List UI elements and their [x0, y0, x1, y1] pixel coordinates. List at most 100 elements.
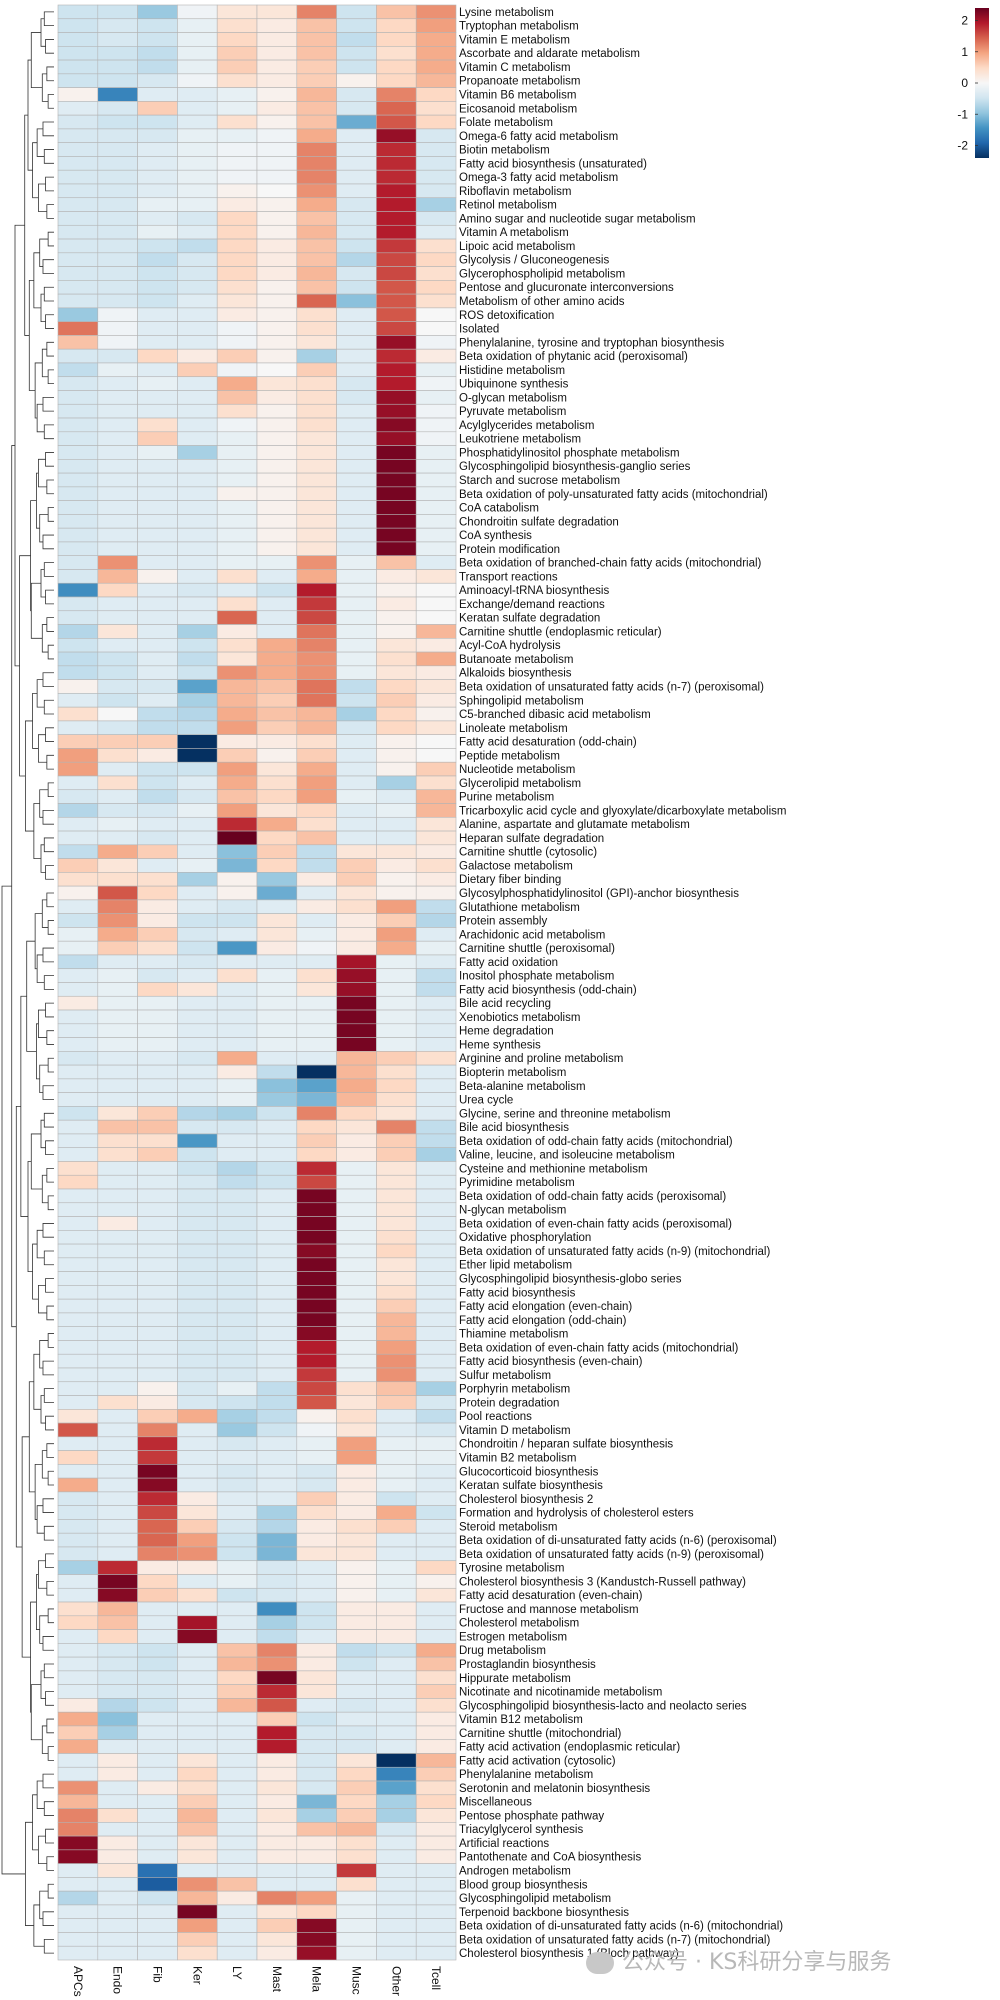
row-label: Blood group biosynthesis	[459, 1879, 588, 1891]
heatmap-cell	[256, 307, 298, 322]
heatmap-cell	[137, 1202, 178, 1217]
row-label: Beta oxidation of odd-chain fatty acids …	[459, 1191, 726, 1203]
heatmap-cell	[296, 4, 337, 20]
heatmap-cell	[97, 1464, 138, 1479]
heatmap-cell	[415, 459, 457, 474]
heatmap-cell	[137, 1877, 178, 1892]
column-label: Fib	[151, 1966, 165, 1983]
heatmap-cell	[296, 610, 337, 625]
heatmap-cell	[216, 1092, 258, 1107]
heatmap-cell	[336, 1918, 377, 1933]
heatmap-cell	[97, 610, 138, 625]
heatmap-cell	[376, 1491, 417, 1506]
heatmap-cell	[137, 417, 178, 433]
heatmap-cell	[137, 1230, 178, 1245]
dendrogram-branch	[39, 1340, 49, 1369]
heatmap-cell	[216, 527, 258, 543]
heatmap-cell	[256, 417, 298, 433]
heatmap-cell	[177, 18, 218, 33]
heatmap-cell	[216, 720, 258, 735]
heatmap-cell	[336, 748, 377, 763]
heatmap-cell	[376, 954, 417, 970]
row-label: Protein degradation	[459, 1397, 559, 1409]
heatmap-cell	[336, 1009, 377, 1025]
heatmap-cell	[177, 1436, 218, 1451]
heatmap-cell	[137, 527, 178, 543]
heatmap-cell	[57, 101, 99, 116]
heatmap-cell	[57, 569, 99, 584]
heatmap-cell	[415, 1711, 457, 1727]
heatmap-cell	[415, 431, 457, 446]
heatmap-cell	[415, 693, 457, 708]
heatmap-cell	[137, 1243, 178, 1259]
heatmap-cell	[216, 1353, 258, 1369]
heatmap-cell	[216, 1243, 258, 1259]
heatmap-cell	[336, 1367, 377, 1383]
heatmap-cell	[97, 128, 138, 143]
heatmap-cell	[177, 1863, 218, 1878]
heatmap-cell	[177, 1698, 218, 1713]
heatmap-cell	[97, 734, 138, 749]
row-label: Glycosphingolipid metabolism	[459, 1893, 611, 1905]
heatmap-cell	[376, 1780, 417, 1796]
heatmap-cell	[296, 18, 337, 33]
heatmap-cell	[376, 1202, 417, 1217]
heatmap-cell	[216, 693, 258, 708]
row-label: Thiamine metabolism	[459, 1329, 568, 1341]
dendrogram-branch	[47, 507, 54, 522]
heatmap-cell	[57, 1409, 99, 1424]
heatmap-cell	[376, 638, 417, 653]
heatmap-cell	[376, 1381, 417, 1396]
heatmap-cell	[177, 1119, 218, 1135]
heatmap-cell	[296, 1505, 337, 1520]
heatmap-cell	[296, 156, 337, 171]
heatmap-cell	[57, 197, 99, 212]
row-label: Triacylglycerol synthesis	[459, 1824, 583, 1836]
heatmap-cell	[57, 610, 99, 625]
heatmap-cell	[177, 1037, 218, 1052]
heatmap-cell	[256, 1725, 298, 1741]
heatmap-cell	[137, 1532, 178, 1548]
heatmap-cell	[216, 293, 258, 309]
heatmap-cell	[57, 114, 99, 130]
heatmap-cell	[57, 1326, 99, 1341]
row-label: Fatty acid biosynthesis (unsaturated)	[459, 158, 647, 170]
heatmap-cell	[296, 169, 337, 185]
heatmap-cell	[415, 1780, 457, 1796]
dendrogram-branch	[45, 452, 54, 467]
heatmap-cell	[376, 569, 417, 584]
heatmap-cell	[97, 1257, 138, 1272]
heatmap-cell	[177, 1877, 218, 1892]
heatmap-cell	[57, 1353, 99, 1369]
heatmap-cell	[57, 1119, 99, 1135]
row-label: Bile acid recycling	[459, 998, 551, 1010]
heatmap-cell	[177, 1932, 218, 1947]
heatmap-cell	[216, 1725, 258, 1741]
heatmap-cell	[177, 1532, 218, 1548]
heatmap-cell	[415, 665, 457, 680]
heatmap-cell	[137, 1890, 178, 1906]
heatmap-cell	[415, 1174, 457, 1190]
heatmap-cell	[97, 1904, 138, 1920]
row-label: CoA catabolism	[459, 503, 539, 515]
heatmap-cell	[57, 1367, 99, 1383]
heatmap-cell	[57, 1808, 99, 1823]
dendrogram-branch	[46, 479, 54, 495]
heatmap-cell	[97, 403, 138, 419]
heatmap-cell	[57, 1656, 99, 1672]
dendrogram-branch	[40, 293, 46, 323]
dendrogram-branch	[43, 1801, 54, 1816]
dendrogram-branch	[34, 362, 43, 419]
heatmap-cell	[97, 1395, 138, 1410]
heatmap-cell	[97, 1147, 138, 1162]
dendrogram-branch	[43, 1525, 54, 1541]
heatmap-cell	[57, 1133, 99, 1149]
heatmap-cell	[336, 18, 377, 33]
heatmap-cell	[296, 1863, 337, 1878]
heatmap-cell	[256, 1904, 298, 1920]
heatmap-cell	[216, 1230, 258, 1245]
heatmap-cell	[216, 1023, 258, 1038]
row-label: Aminoacyl-tRNA biosynthesis	[459, 585, 609, 597]
heatmap-cell	[137, 872, 178, 887]
heatmap-cell	[376, 872, 417, 887]
